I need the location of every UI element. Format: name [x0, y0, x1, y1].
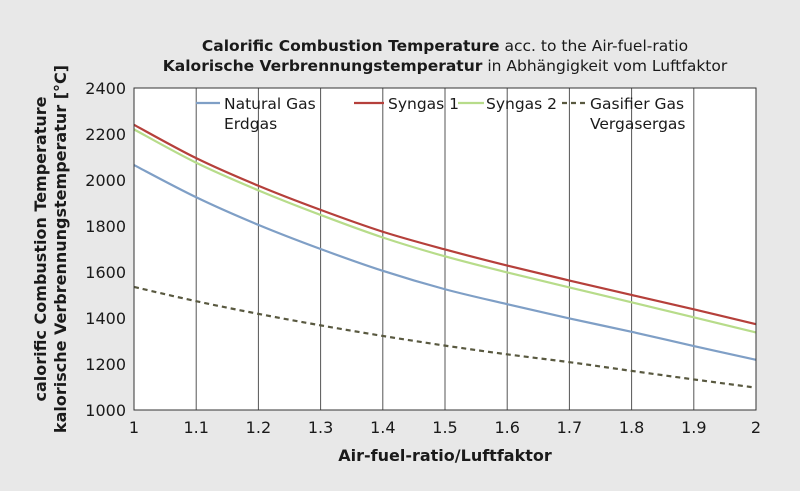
legend-label: Syngas 2 — [486, 95, 557, 113]
x-tick-label: 1 — [129, 418, 139, 437]
y-tick-label: 1400 — [85, 309, 126, 328]
y-axis-title-line-2: kalorische Verbrennungstemperatur [°C] — [51, 65, 70, 433]
y-tick-label: 2400 — [85, 79, 126, 98]
y-tick-label: 2000 — [85, 171, 126, 190]
series-line-natural-gas — [133, 164, 757, 361]
x-tick-label: 1.1 — [183, 418, 208, 437]
x-tick-label: 1.6 — [494, 418, 519, 437]
y-tick-label: 1200 — [85, 355, 126, 374]
y-tick-labels: 1000 1200 1400 1600 1800 2000 2200 2400 — [85, 79, 126, 420]
legend-label-secondary: Vergasergas — [590, 115, 686, 133]
x-tick-label: 1.2 — [246, 418, 271, 437]
legend-label-secondary: Erdgas — [224, 115, 277, 133]
x-tick-label: 2 — [751, 418, 761, 437]
x-axis-title: Air-fuel-ratio/Luftfaktor — [338, 446, 552, 465]
plot-frame — [133, 87, 757, 411]
chart-title: Calorific Combustion Temperature acc. to… — [130, 36, 760, 76]
x-tick-labels: 1 1.1 1.2 1.3 1.4 1.5 1.6 1.7 1.8 1.9 2 — [129, 418, 761, 437]
title-line-1-bold: Calorific Combustion Temperature — [201, 37, 500, 55]
chart-title-line-2: Kalorische Verbrennungstemperatur in Abh… — [130, 56, 760, 76]
series-line-syngas-2 — [133, 128, 757, 334]
y-tick-label: 1000 — [85, 401, 126, 420]
title-line-2-bold: Kalorische Verbrennungstemperatur — [162, 57, 483, 75]
title-line-1-rest: acc. to the Air-fuel-ratio — [499, 37, 689, 55]
x-tick-label: 1.4 — [370, 418, 395, 437]
x-tick-label: 1.7 — [557, 418, 582, 437]
x-tick-label: 1.3 — [308, 418, 333, 437]
x-tick-label: 1.5 — [432, 418, 457, 437]
series-lines — [133, 123, 757, 389]
series-line-gasifier-gas — [133, 285, 757, 389]
y-axis-title-line-1: calorific Combustion Temperature — [31, 96, 50, 401]
x-tick-label: 1.9 — [681, 418, 706, 437]
legend: Natural Gas Erdgas Syngas 1 Syngas 2 Gasifie… — [196, 95, 686, 133]
series-line-syngas-1 — [133, 123, 757, 326]
legend-label: Syngas 1 — [388, 95, 459, 113]
y-tick-label: 1600 — [85, 263, 126, 282]
legend-label: Natural Gas — [224, 95, 316, 113]
title-line-2-rest: in Abhängigkeit vom Luftfaktor — [482, 57, 728, 75]
legend-label: Gasifier Gas — [590, 95, 684, 113]
y-tick-label: 1800 — [85, 217, 126, 236]
chart-title-line-1: Calorific Combustion Temperature acc. to… — [130, 36, 760, 56]
y-tick-label: 2200 — [85, 125, 126, 144]
grid-lines — [195, 88, 695, 410]
x-tick-label: 1.8 — [619, 418, 644, 437]
